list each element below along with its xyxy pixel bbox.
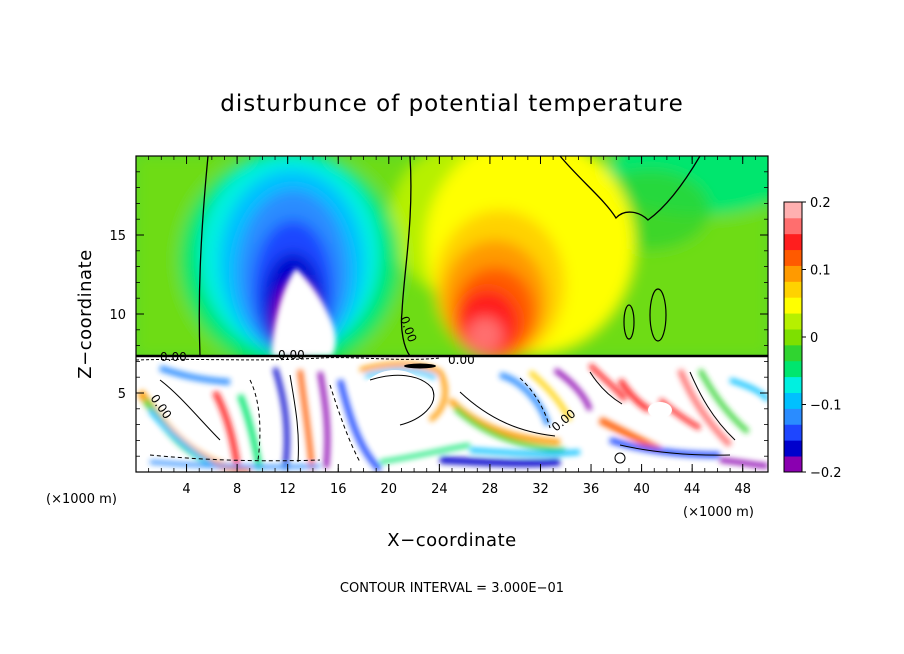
contour-interval-note: CONTOUR INTERVAL = 3.000E−01: [340, 581, 564, 596]
y-tick-label: 5: [118, 387, 126, 402]
colorbar-segment: [784, 424, 802, 441]
colorbar-segment: [784, 360, 802, 378]
x-tick-label: 28: [482, 482, 499, 497]
colorbar-segment: [784, 344, 802, 362]
boundary-layer-field: [136, 354, 768, 472]
contour-label: 0.00: [448, 353, 475, 367]
colorbar-segment: [784, 313, 802, 330]
y-axis: 5 10 15: [109, 171, 768, 457]
x-tick-label: 4: [182, 482, 190, 497]
colorbar-tick-label: 0: [810, 331, 818, 346]
x-tick-label: 8: [233, 482, 241, 497]
colorbar-segment: [784, 202, 802, 219]
y-axis-label: Z−coordinate: [75, 249, 96, 378]
colorbar-segment: [784, 456, 802, 473]
colorbar-segment: [784, 376, 802, 393]
y-unit-label: (×1000 m): [46, 492, 117, 507]
upper-layer-field: [136, 156, 768, 370]
colorbar-segment: [784, 217, 802, 235]
x-tick-label: 12: [279, 482, 296, 497]
colorbar-segment: [784, 408, 802, 425]
x-tick-label: 44: [684, 482, 701, 497]
contour-label: 0.00: [278, 348, 305, 362]
x-tick-label: 32: [532, 482, 549, 497]
contour-label: 0.00: [160, 350, 187, 364]
colorbar-segment: [784, 265, 802, 282]
colorbar-segment: [784, 249, 802, 266]
x-tick-label: 40: [633, 482, 650, 497]
x-unit-label: (×1000 m): [683, 505, 754, 520]
colorbar-segment: [784, 281, 802, 298]
colorbar-tick-label: 0.1: [810, 264, 831, 279]
chart-title: disturbunce of potential temperature: [220, 91, 684, 117]
colorbar-tick-label: −0.1: [810, 399, 842, 414]
colorbar-tick-label: −0.2: [810, 466, 842, 481]
colorbar-segment: [784, 329, 802, 346]
x-tick-label: 16: [330, 482, 347, 497]
x-tick-label: 36: [583, 482, 600, 497]
y-tick-label: 15: [109, 229, 126, 244]
colorbar-segment: [784, 440, 802, 457]
colorbar: 0.2 0.1 0 −0.1 −0.2: [783, 196, 842, 481]
colorbar-segment: [784, 297, 802, 314]
x-tick-label: 48: [734, 482, 751, 497]
y-tick-label: 10: [109, 308, 126, 323]
x-tick-label: 24: [431, 482, 448, 497]
colorbar-segment: [784, 392, 802, 409]
colorbar-tick-label: 0.2: [810, 196, 831, 211]
x-tick-label: 20: [381, 482, 398, 497]
plot-area: [136, 156, 768, 472]
colorbar-segment: [784, 233, 802, 251]
x-axis: 4 8 12 16 20 24 28 32 36 40 44 48: [148, 156, 756, 497]
x-axis-label: X−coordinate: [387, 530, 516, 551]
